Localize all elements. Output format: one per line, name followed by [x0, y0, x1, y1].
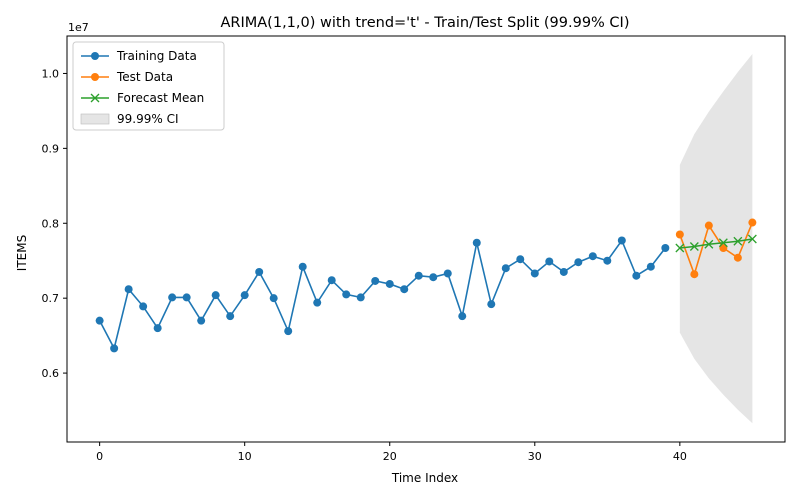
axes-frame: [66, 35, 786, 443]
training-data-point: [342, 290, 351, 299]
legend-marker: [91, 73, 99, 81]
test-data-point: [748, 218, 757, 227]
test-data-point: [704, 221, 713, 230]
y-tick-label: 0.9: [42, 142, 60, 155]
training-data-point: [632, 271, 641, 280]
test-data-line: [679, 222, 754, 277]
training-data-point: [255, 267, 264, 276]
y-tick-label: 0.6: [42, 367, 60, 380]
training-data-point: [588, 252, 597, 261]
y-tick-label: 1.0: [42, 67, 60, 80]
plot-area: 0 10 20 30 40 0.6 0.7 0.8 0.9 1.0: [42, 35, 786, 463]
x-tick-label: 30: [528, 450, 542, 463]
training-data-point: [226, 312, 235, 321]
forecast-mean-point: [718, 238, 728, 248]
y-tick-label: 0.7: [42, 292, 60, 305]
forecast-mean-point: [747, 234, 757, 244]
legend-marker: [91, 52, 99, 60]
training-data-point: [472, 238, 481, 247]
test-data-point: [675, 230, 684, 239]
training-data-point: [313, 298, 322, 307]
training-data-point: [385, 279, 394, 288]
legend-box: [72, 41, 225, 131]
legend-label: Forecast Mean: [117, 91, 204, 105]
legend-entry-forecast-mean: Forecast Mean: [81, 91, 204, 105]
training-data-point: [458, 312, 467, 321]
x-tick-label: 0: [96, 450, 103, 463]
training-data-point: [661, 243, 670, 252]
training-data-point: [168, 293, 177, 302]
training-data-point: [95, 316, 104, 325]
x-tick-label: 40: [673, 450, 687, 463]
training-data-point: [429, 273, 438, 282]
test-data-point: [690, 270, 699, 279]
training-data-point: [356, 293, 365, 302]
y-axis-title: ITEMS: [15, 235, 29, 271]
training-data-point: [603, 256, 612, 265]
legend-entry-training-data: Training Data: [81, 49, 197, 63]
training-data-point: [443, 269, 452, 278]
legend-label: Training Data: [116, 49, 197, 63]
chart-title: ARIMA(1,1,0) with trend='t' - Train/Test…: [220, 15, 629, 31]
training-data-line: [98, 238, 666, 351]
training-data-point: [240, 291, 249, 300]
test-data-point: [733, 253, 742, 262]
forecast-mean-point: [704, 239, 714, 249]
training-data-point: [559, 267, 568, 276]
x-axis-title: Time Index: [391, 471, 458, 485]
test-data-point: [719, 243, 728, 252]
x-tick-label: 10: [238, 450, 252, 463]
training-data-point: [153, 324, 162, 333]
training-data-point: [124, 285, 133, 294]
training-data-point: [530, 269, 539, 278]
forecast-mean-point: [675, 243, 685, 253]
confidence-interval-band: [679, 53, 753, 424]
training-data-point: [501, 264, 510, 273]
x-tick-label: 20: [383, 450, 397, 463]
legend-marker: [90, 93, 100, 103]
training-data-point: [574, 258, 583, 267]
training-data-point: [400, 285, 409, 294]
y-axis-offset-label: 1e7: [68, 21, 89, 34]
forecast-mean-point: [733, 236, 743, 246]
training-data-point: [617, 236, 626, 245]
forecast-mean-point: [689, 242, 699, 251]
training-data-point: [211, 291, 220, 300]
training-data-point: [545, 257, 554, 266]
training-data-point: [269, 294, 278, 303]
legend-entry-test-data: Test Data: [81, 70, 173, 84]
training-data-point: [197, 316, 206, 325]
legend-label: 99.99% CI: [117, 112, 179, 126]
training-data-point: [327, 276, 336, 285]
legend-label: Test Data: [116, 70, 173, 84]
training-data-point: [284, 327, 293, 336]
training-data-point: [182, 293, 191, 302]
y-tick-label: 0.8: [42, 217, 60, 230]
training-data-point: [371, 276, 380, 285]
training-data-point: [139, 302, 148, 311]
training-data-point: [414, 271, 423, 280]
legend: Training Data Test Data Forecast Mean 99.99…: [72, 41, 225, 131]
training-data-point: [110, 344, 119, 353]
training-data-point: [298, 262, 307, 271]
legend-entry-99-99-ci: 99.99% CI: [80, 112, 179, 126]
training-data-point: [487, 300, 496, 309]
training-data-point: [646, 262, 655, 271]
forecast-mean-line: [679, 238, 753, 249]
legend-swatch: [80, 113, 110, 125]
training-data-point: [516, 255, 525, 264]
